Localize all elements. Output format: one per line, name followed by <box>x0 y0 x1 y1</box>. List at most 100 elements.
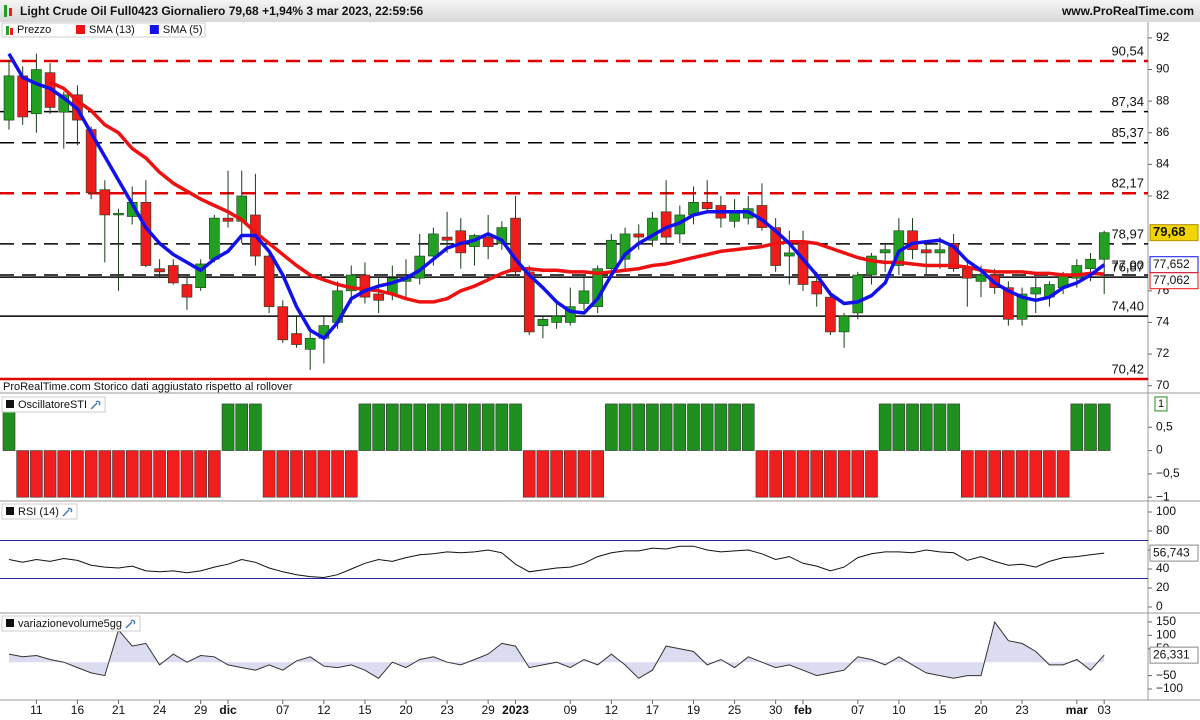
level-label: 78,97 <box>1111 226 1144 241</box>
oscillator-bar <box>933 403 947 451</box>
candle-body <box>961 268 973 279</box>
oscillator-bar <box>796 450 810 498</box>
oscillator-bar <box>194 450 207 498</box>
panel-title-text: variazionevolume5gg <box>18 618 122 630</box>
y-tick-label: 70 <box>1156 378 1170 392</box>
oscillator-bar <box>714 403 728 451</box>
x-tick-label: 12 <box>317 703 331 717</box>
oscillator-bar <box>878 403 892 451</box>
oscillator-bar <box>960 450 974 498</box>
panel-title-text: RSI (14) <box>18 506 59 518</box>
oscillator-bar <box>659 403 673 451</box>
oscillator-bar <box>563 450 577 498</box>
oscillator-bar <box>98 450 112 498</box>
oscillator-bar <box>673 403 687 451</box>
oscillator-bar <box>509 403 522 451</box>
x-tick-label: 07 <box>851 703 865 717</box>
candle-body <box>770 227 781 266</box>
panel-title: OscillatoreSTI <box>1 396 106 413</box>
legend-label: Prezzo <box>17 24 51 36</box>
oscillator-bar <box>646 403 659 451</box>
candle-body <box>523 271 535 333</box>
value-badge <box>1149 646 1199 664</box>
y-tick-label: 0 <box>1156 443 1163 457</box>
oscillator-bar <box>1056 450 1070 498</box>
legend-swatch <box>6 26 9 35</box>
x-tick-label: 03 <box>1098 703 1112 717</box>
candle-body <box>537 318 549 326</box>
candle-body <box>1085 258 1096 269</box>
candle-body <box>852 274 864 314</box>
oscillator-bar <box>550 450 563 498</box>
oscillator-bar <box>1029 450 1043 498</box>
oscillator-bar <box>687 403 700 451</box>
oscillator-bar <box>413 403 427 451</box>
candle-body <box>167 265 179 284</box>
oscillator-bar <box>454 403 468 451</box>
oscillator-bar <box>180 450 194 498</box>
candle-body <box>879 249 891 254</box>
y-tick-label: 90 <box>1156 62 1170 76</box>
y-tick-label: 72 <box>1156 346 1170 360</box>
candle-body <box>209 217 220 260</box>
x-tick-label: 29 <box>194 703 208 717</box>
x-tick-label: 19 <box>687 703 701 717</box>
oscillator-bar <box>344 450 358 498</box>
x-tick-label: 15 <box>933 703 947 717</box>
legend-swatch <box>10 28 13 35</box>
panel-title-icon <box>6 507 14 515</box>
oscillator-bar <box>728 403 741 451</box>
value-badge-label: 1 <box>1158 398 1164 410</box>
y-tick-label: −100 <box>1156 681 1183 695</box>
wrench-icon <box>62 507 73 517</box>
oscillator-bar <box>851 450 865 498</box>
panel-title-text: OscillatoreSTI <box>18 399 87 411</box>
oscillator-bar <box>892 403 906 451</box>
y-tick-label: 86 <box>1156 125 1170 139</box>
wrench-icon <box>90 400 101 410</box>
y-tick-label: 40 <box>1156 561 1170 575</box>
oscillator-bar <box>208 450 221 498</box>
oscillator-bar <box>386 403 399 451</box>
oscillator-bar <box>974 450 988 498</box>
x-tick-label: 20 <box>399 703 413 717</box>
oscillator-bar <box>605 403 618 451</box>
panel-title: variazionevolume5gg <box>1 615 141 632</box>
y-tick-label: 100 <box>1156 504 1176 518</box>
oscillator-bar <box>1002 450 1015 498</box>
candle-body <box>17 75 28 118</box>
y-tick-label: 20 <box>1156 580 1170 594</box>
header-icon <box>9 8 12 16</box>
oscillator-bar <box>1043 450 1056 498</box>
y-tick-label: −0,5 <box>1156 466 1180 480</box>
candle-body <box>99 189 111 216</box>
level-label: 77,00 <box>1111 257 1144 272</box>
candle-body <box>811 281 823 295</box>
value-badge-label: 56,743 <box>1153 545 1190 559</box>
x-tick-label: 07 <box>276 703 290 717</box>
candle-body <box>907 230 918 251</box>
x-tick-label: 23 <box>1015 703 1029 717</box>
candle-body <box>920 249 932 254</box>
y-tick-label: 82 <box>1156 188 1170 202</box>
candle-body <box>866 255 877 276</box>
legend-swatch <box>76 25 85 34</box>
header-site: www.ProRealTime.com <box>1061 4 1194 18</box>
oscillator-bar <box>262 450 276 498</box>
candle-body <box>345 274 357 292</box>
value-badge <box>1149 272 1199 290</box>
note: ProRealTime.com Storico dati aggiustato … <box>3 381 293 393</box>
wrench-icon <box>125 619 136 629</box>
candle-body <box>31 69 42 115</box>
oscillator-bar <box>536 450 550 498</box>
value-badge <box>1154 396 1168 412</box>
oscillator-bar <box>618 403 632 451</box>
candle-body <box>373 293 384 301</box>
oscillator-bar <box>30 450 43 498</box>
y-tick-label: −50 <box>1156 668 1177 682</box>
candle-body <box>948 243 959 269</box>
y-tick-label: 92 <box>1156 30 1170 44</box>
x-tick-label: 12 <box>605 703 619 717</box>
candle-body <box>619 233 631 260</box>
oscillator-bar <box>632 403 646 451</box>
